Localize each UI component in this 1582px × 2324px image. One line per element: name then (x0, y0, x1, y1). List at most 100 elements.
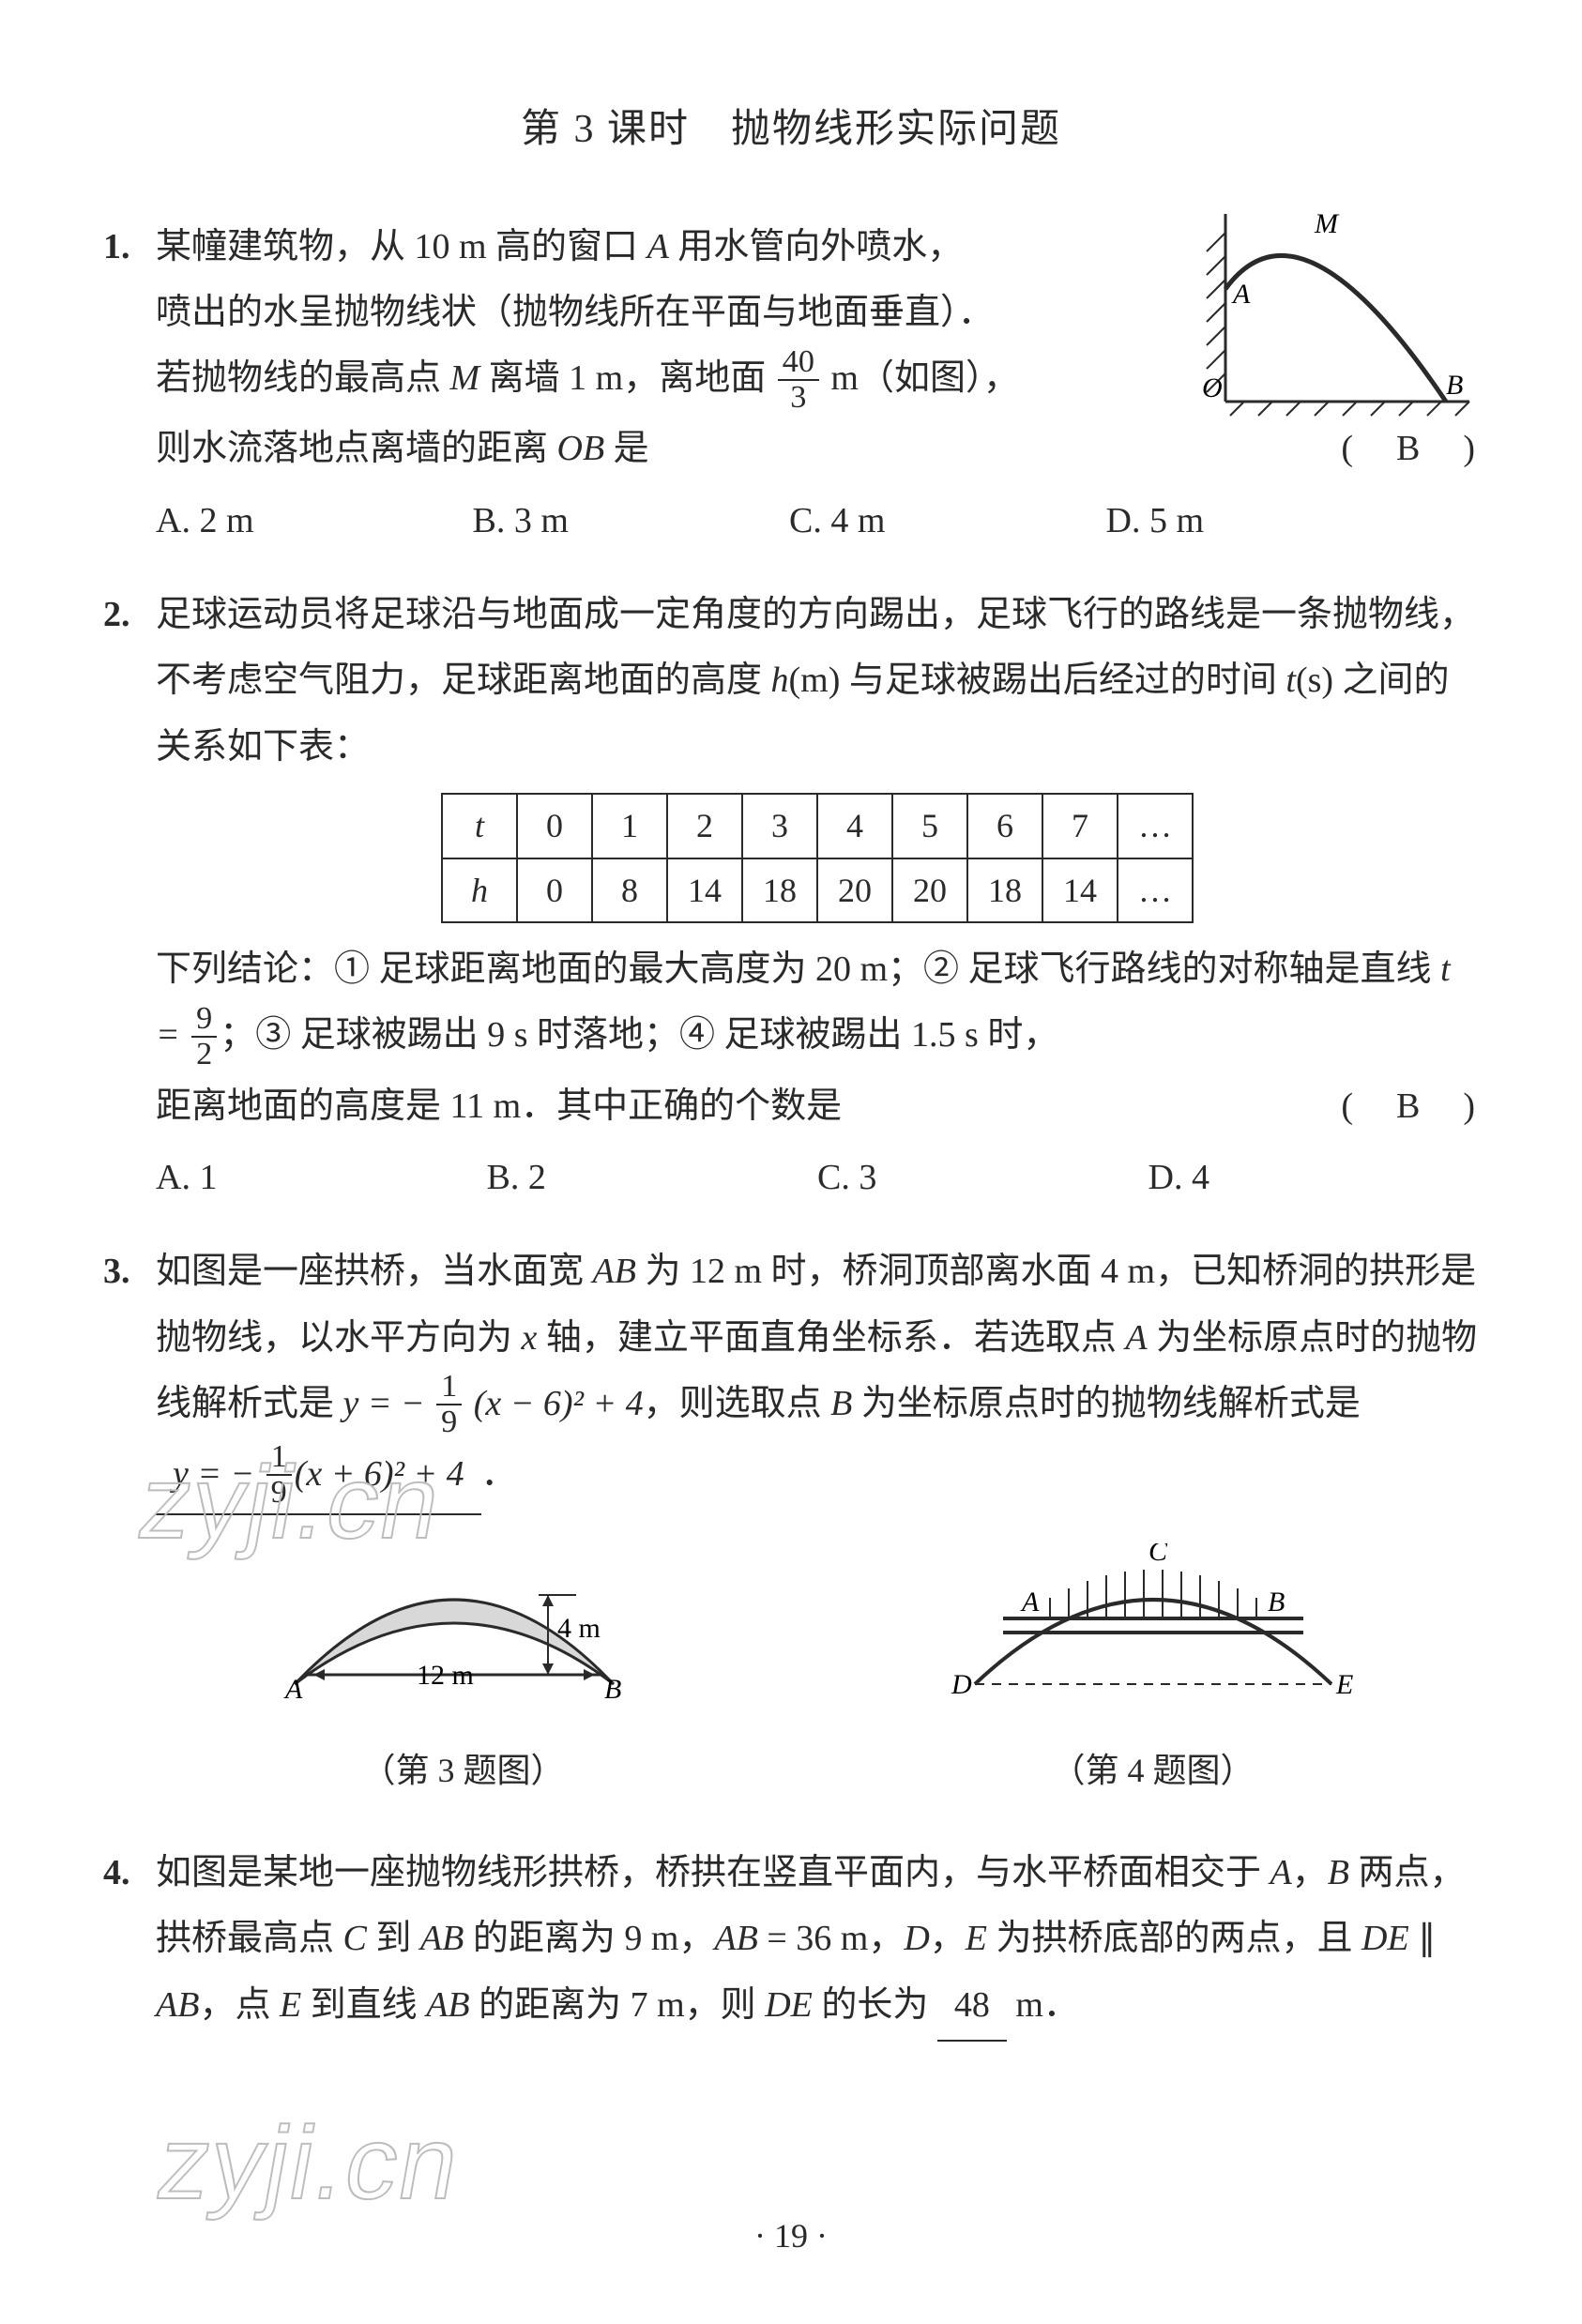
fig1-O: O (1202, 372, 1223, 403)
p2-frac: 92 (191, 1002, 217, 1071)
table-row: t 0 1 2 3 4 5 6 7 … (442, 794, 1193, 858)
problem-1-figure: M A B O (1197, 214, 1479, 420)
p1-l1b: 用水管向外喷水， (669, 227, 964, 266)
problem-4-number: 4. (103, 1840, 156, 1906)
tbl-cell: 3 (742, 794, 817, 858)
fig1-B: B (1446, 370, 1463, 401)
tbl-cell: 0 (517, 858, 592, 923)
p4-a: 如图是某地一座抛物线形拱桥，桥拱在竖直平面内，与水平桥面相交于 (156, 1853, 1270, 1892)
tbl-cell: 2 (667, 794, 742, 858)
fig3-B: B (604, 1674, 621, 1705)
p2-choice-C: C. 3 (817, 1145, 1148, 1210)
tbl-cell: 20 (892, 858, 967, 923)
problem-1: 1. 某幢建筑物，从 10 m 高的窗口 A 用水管向外喷水， 喷出的水呈抛物线… (103, 214, 1479, 554)
p1-l4a: 则水流落地点离墙的距离 (156, 429, 557, 468)
p1-l3a: 若抛物线的最高点 (156, 358, 450, 398)
page-number: · 19 · (0, 2205, 1582, 2268)
p4-d: 的距离为 9 m， (464, 1919, 714, 1958)
fig4-E: E (1335, 1669, 1353, 1700)
p2-post-c: 距离地面的高度是 11 m．其中正确的个数是 (156, 1073, 842, 1139)
tbl-cell: 4 (817, 794, 892, 858)
p3-eq1-frac: 19 (436, 1370, 462, 1439)
p1-l3b: 离墙 1 m，离地面 (479, 358, 775, 398)
p2-choice-D: D. 4 (1148, 1145, 1480, 1210)
tbl-cell: … (1118, 858, 1193, 923)
label-OB: OB (557, 429, 605, 468)
problem-1-number: 1. (103, 214, 156, 280)
p3-ans-post: (x + 6)² + 4 (295, 1454, 464, 1494)
p4-h: 到直线 (301, 1985, 426, 2025)
tbl-cell: … (1118, 794, 1193, 858)
p4-unit: m． (1015, 1985, 1079, 2025)
tbl-cell: 8 (592, 858, 667, 923)
label-M: M (450, 358, 480, 398)
p2-frac-den: 2 (191, 1038, 217, 1071)
p3-f: 为坐标原点时的抛物线解析式是 (852, 1384, 1361, 1423)
p3-ans-pre: y = − (173, 1454, 264, 1494)
p3-eq1-pre: y = − (343, 1384, 434, 1423)
p1-answer-paren: ( B ) (1322, 416, 1479, 481)
p4-j: 的长为 (813, 1985, 937, 2025)
p1-choice-D: D. 5 m (1106, 488, 1423, 554)
p2-choice-A: A. 1 (156, 1145, 487, 1210)
tbl-cell: 0 (517, 794, 592, 858)
problem-3: 3. 如图是一座拱桥，当水面宽 AB 为 12 m 时，桥洞顶部离水面 4 m，… (103, 1238, 1479, 1812)
fig4-A: A (1020, 1587, 1040, 1618)
p1-frac-num: 40 (778, 345, 819, 381)
fig3-12m: 12 m (417, 1660, 474, 1691)
figure-3-wrap: 12 m 4 m A B （第 3 题图） (266, 1543, 661, 1802)
p1-l1a: 某幢建筑物，从 10 m 高的窗口 (156, 227, 647, 266)
p2-answer-paren: ( B ) (1322, 1073, 1479, 1139)
fig1-A: A (1231, 279, 1251, 310)
tbl-cell: 6 (967, 794, 1042, 858)
problem-3-number: 3. (103, 1238, 156, 1304)
p2-table: t 0 1 2 3 4 5 6 7 … h 0 8 (441, 793, 1194, 923)
p4-c: 到 (367, 1919, 420, 1958)
tbl-cell: 7 (1042, 794, 1118, 858)
p2-answer: B (1396, 1086, 1423, 1126)
p1-answer: B (1396, 429, 1423, 468)
tbl-h-label: h (442, 858, 517, 923)
table-row: h 0 8 14 18 20 20 18 14 … (442, 858, 1193, 923)
p2-b: (m) 与足球被踢出后经过的时间 (789, 661, 1286, 700)
problem-2-text: 足球运动员将足球沿与地面成一定角度的方向踢出，足球飞行的路线是一条抛物线，不考虑… (156, 582, 1479, 1210)
problem-4: 4. 如图是某地一座抛物线形拱桥，桥拱在竖直平面内，与水平桥面相交于 A，B 两… (103, 1840, 1479, 2042)
p3-e: ，则选取点 (644, 1384, 831, 1423)
p2-frac-num: 9 (191, 1002, 217, 1038)
p1-l3c: m（如图）， (830, 358, 1019, 398)
fig1-M: M (1314, 214, 1340, 239)
p3-ans-num: 1 (266, 1440, 292, 1476)
p3-answer-blank: y = − 19(x + 6)² + 4 (156, 1441, 481, 1515)
tbl-cell: 18 (742, 858, 817, 923)
problem-2: 2. 足球运动员将足球沿与地面成一定角度的方向踢出，足球飞行的路线是一条抛物线，… (103, 582, 1479, 1210)
tbl-cell: 18 (967, 858, 1042, 923)
p1-choice-C: C. 4 m (789, 488, 1106, 554)
tbl-cell: 14 (667, 858, 742, 923)
problem-4-text: 如图是某地一座抛物线形拱桥，桥拱在竖直平面内，与水平桥面相交于 A，B 两点，拱… (156, 1840, 1479, 2042)
p1-choice-A: A. 2 m (156, 488, 473, 554)
tbl-cell: 5 (892, 794, 967, 858)
p1-frac-den: 3 (778, 381, 819, 415)
problem-3-text: 如图是一座拱桥，当水面宽 AB 为 12 m 时，桥洞顶部离水面 4 m，已知桥… (156, 1238, 1479, 1812)
p1-choice-B: B. 3 m (473, 488, 790, 554)
p1-l2: 喷出的水呈抛物线状（抛物线所在平面与地面垂直）． (156, 293, 994, 332)
fig4-B: B (1268, 1587, 1285, 1618)
p3-eq1-num: 1 (436, 1370, 462, 1405)
fig3-4m: 4 m (557, 1613, 601, 1644)
p3-eq1-post: (x − 6)² + 4 (464, 1384, 643, 1423)
figure-3: 12 m 4 m A B (266, 1543, 661, 1712)
figure-4: C A B D E (937, 1543, 1369, 1712)
p3-ans-frac: 19 (266, 1440, 292, 1510)
fig4-D: D (951, 1669, 972, 1700)
p2-post-a: 下列结论：① 足球距离地面的最大高度为 20 m；② 足球飞行路线的对称轴是直线 (156, 949, 1440, 989)
p1-frac: 403 (778, 345, 819, 415)
p4-e: = 36 m， (758, 1919, 905, 1958)
tbl-cell: 1 (592, 794, 667, 858)
p4-g: ，点 (199, 1985, 280, 2025)
p3-ans-den: 9 (266, 1476, 292, 1510)
problem-2-number: 2. (103, 582, 156, 647)
p2-post-b: ；③ 足球被踢出 9 s 时落地；④ 足球被踢出 1.5 s 时， (220, 1015, 1058, 1055)
tbl-cell: 20 (817, 858, 892, 923)
p4-answer-blank: 48 (937, 1972, 1007, 2042)
p4-i: 的距离为 7 m，则 (470, 1985, 766, 2025)
